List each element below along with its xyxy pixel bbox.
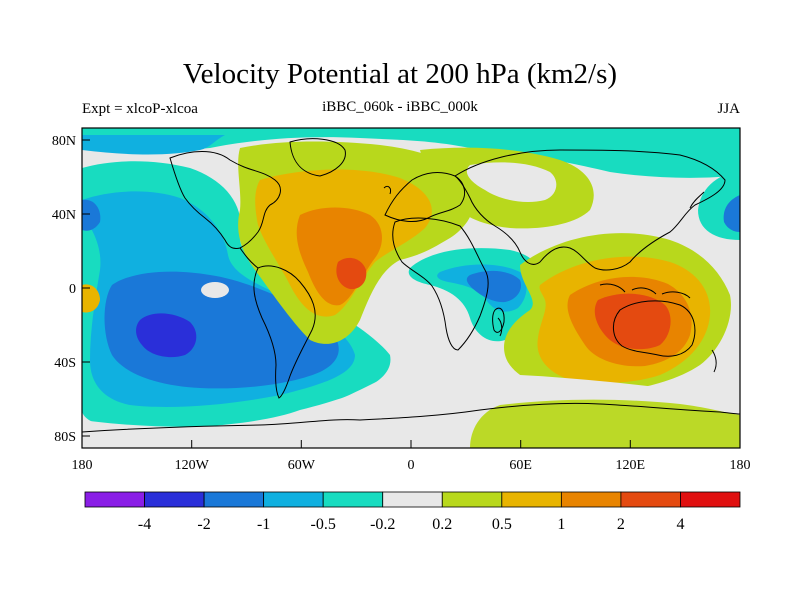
- colorbar-label: 1: [557, 516, 565, 533]
- colorbar-swatch: [144, 491, 205, 508]
- experiment-label: Expt = xlcoP-xlcoa: [82, 101, 198, 117]
- colorbar-swatch: [203, 491, 265, 508]
- colorbar-label: -1: [257, 516, 270, 533]
- coastlines: [82, 138, 740, 433]
- colorbar-swatch: [322, 491, 384, 508]
- colorbar-swatch: [680, 491, 741, 508]
- lat-tick-label: 80N: [52, 134, 76, 149]
- colorbar-swatch: [560, 491, 622, 508]
- lon-tick-label: 60W: [288, 458, 316, 473]
- colorbar-label: -0.5: [311, 516, 336, 533]
- lon-tick-label: 180: [72, 458, 93, 473]
- colorbar-label: 4: [676, 516, 684, 533]
- colorbar-swatch: [441, 491, 503, 508]
- lat-tick-label: 40S: [54, 356, 76, 371]
- lon-axis: [81, 440, 741, 448]
- lat-tick-label: 40N: [52, 208, 76, 223]
- lat-tick-label: 0: [69, 282, 76, 297]
- lon-tick-label: 0: [408, 458, 415, 473]
- colorbar-label: 0.5: [492, 516, 512, 533]
- colorbar-swatch: [501, 491, 562, 508]
- colorbar-swatch: [84, 491, 145, 508]
- lon-tick-label: 120E: [616, 458, 646, 473]
- colorbar-label: 2: [617, 516, 625, 533]
- plot-title: Velocity Potential at 200 hPa (km2/s): [182, 58, 618, 90]
- lat-tick-label: 80S: [54, 430, 76, 445]
- colorbar-label: 0.2: [432, 516, 452, 533]
- colorbar-labels: -4 -2 -1 -0.5 -0.2 0.2 0.5 1 2 4: [138, 516, 685, 533]
- colorbar-swatch: [382, 491, 443, 508]
- colorbar-swatches: [84, 491, 741, 508]
- colorbar-label: -2: [197, 516, 210, 533]
- lon-tick-label: 60E: [509, 458, 532, 473]
- difference-label: iBBC_060k - iBBC_000k: [322, 99, 478, 115]
- lon-tick-label: 180: [730, 458, 751, 473]
- colorbar-label: -0.2: [370, 516, 395, 533]
- colorbar-label: -4: [138, 516, 151, 533]
- colorbar-swatch: [620, 491, 681, 508]
- lat-axis: [82, 139, 90, 437]
- lon-tick-label: 120W: [175, 458, 210, 473]
- colorbar-swatch: [263, 491, 324, 508]
- season-label: JJA: [717, 101, 740, 117]
